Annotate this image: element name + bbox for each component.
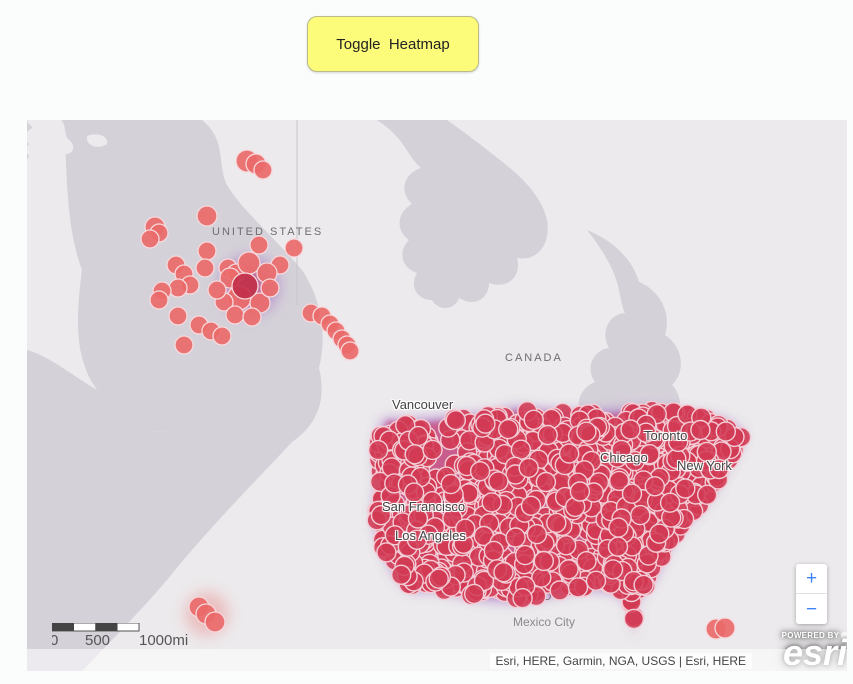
svg-text:500: 500: [85, 632, 110, 647]
svg-text:0: 0: [52, 632, 58, 647]
svg-text:1000mi: 1000mi: [139, 632, 188, 647]
svg-text:CANADA: CANADA: [505, 352, 563, 364]
svg-text:UNITED STATES: UNITED STATES: [212, 226, 323, 238]
